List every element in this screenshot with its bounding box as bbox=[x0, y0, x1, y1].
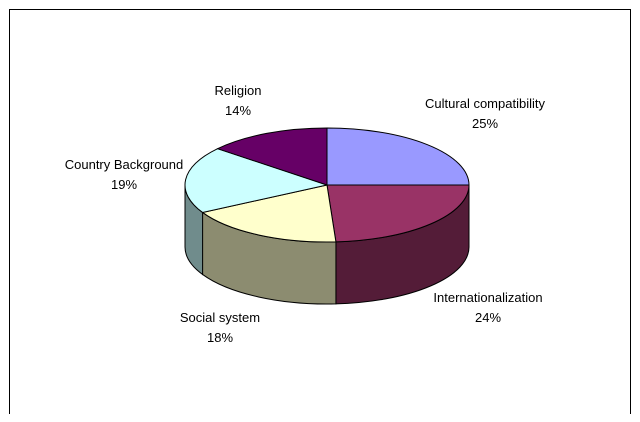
pie-label-internationalization: Internationalization 24% bbox=[433, 290, 542, 325]
pie-slice-religion bbox=[216, 127, 328, 186]
pie-label-country-background: Country Background 19% bbox=[65, 157, 184, 192]
pie-slice-country-background bbox=[184, 148, 329, 213]
pie-label-religion: Religion 14% bbox=[215, 83, 262, 118]
pie-slice-cultural-compatibility bbox=[326, 127, 470, 186]
pie-label-social-system: Social system 18% bbox=[180, 310, 260, 345]
pie-slice-internationalization bbox=[326, 184, 470, 243]
pie-tops bbox=[184, 127, 470, 243]
pie-labels: Cultural compatibility 25% Internationaliz… bbox=[65, 83, 546, 345]
pie-label-cultural-compatibility: Cultural compatibility 25% bbox=[425, 96, 545, 131]
pie-slice-social-system bbox=[201, 184, 337, 243]
